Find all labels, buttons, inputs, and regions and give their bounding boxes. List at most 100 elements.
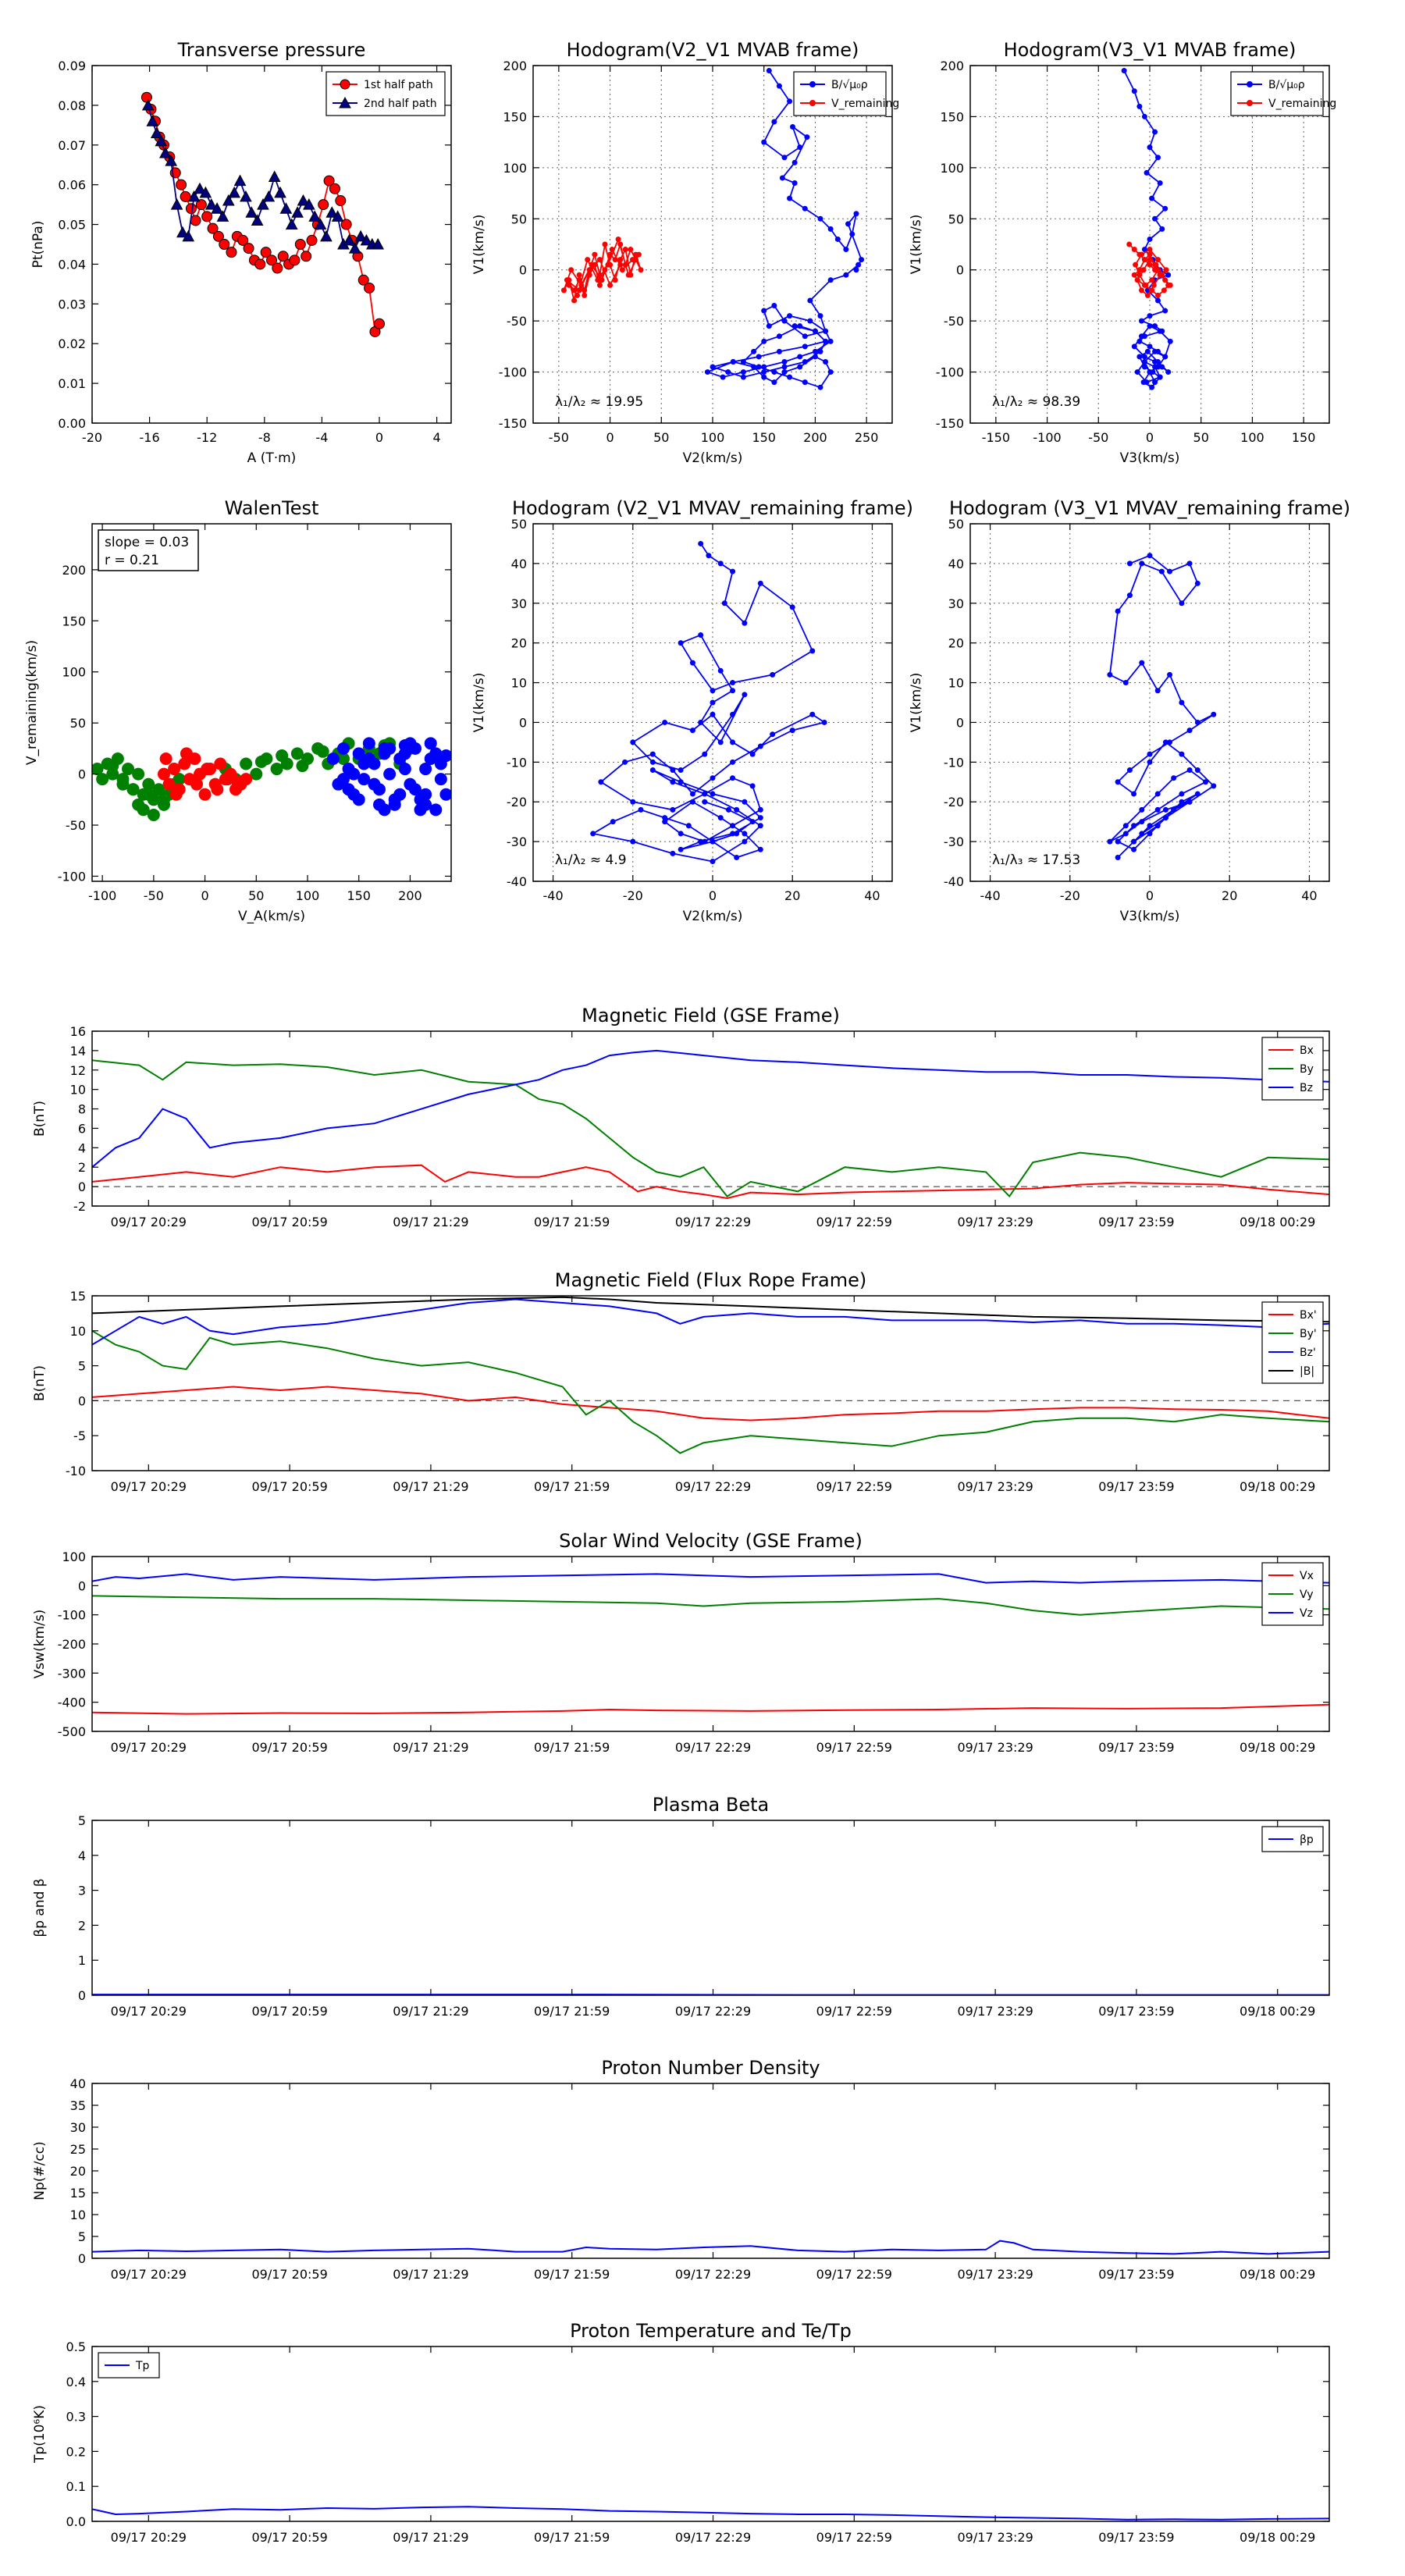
- data-point: [717, 815, 724, 821]
- x-tick-label: 09/17 21:59: [534, 2267, 610, 2282]
- data-point: [1186, 728, 1193, 734]
- y-tick-label: 10: [70, 1083, 86, 1098]
- chart-title: Transverse pressure: [177, 39, 366, 61]
- y-tick-label: 200: [62, 563, 86, 578]
- data-point: [1162, 205, 1168, 212]
- data-point: [781, 364, 788, 370]
- data-point: [702, 799, 708, 805]
- data-point: [342, 783, 355, 796]
- data-point: [612, 257, 618, 263]
- y-tick-label: 4: [78, 1140, 86, 1155]
- data-point: [1141, 113, 1147, 119]
- data-point: [761, 338, 767, 344]
- x-tick-label: 09/17 21:29: [393, 2530, 468, 2545]
- data-point: [1162, 277, 1168, 283]
- data-point: [1149, 287, 1155, 294]
- data-point: [802, 333, 808, 340]
- x-tick-label: -40: [542, 888, 563, 903]
- chart-h3: -40 -20 0 20 40 -40 -30 -20 -10 0 10 20 30 40 50Hodogr…: [471, 497, 913, 924]
- legend: Tp: [98, 2352, 160, 2379]
- data-point: [245, 206, 258, 218]
- data-point: [434, 773, 447, 786]
- data-point: [742, 799, 748, 805]
- data-point: [730, 358, 736, 365]
- data-point: [279, 202, 293, 214]
- y-tick-label: 0.02: [58, 336, 86, 351]
- data-point: [320, 229, 333, 242]
- data-point: [779, 175, 785, 181]
- data-point: [158, 767, 170, 781]
- data-point: [1203, 779, 1209, 785]
- data-point: [294, 239, 306, 250]
- data-point: [237, 234, 249, 246]
- data-point: [362, 737, 375, 750]
- data-point: [1147, 823, 1153, 829]
- y-tick-label: -100: [499, 365, 527, 380]
- data-point: [1179, 799, 1185, 805]
- data-point: [596, 282, 603, 288]
- x-tick-label: -50: [144, 888, 164, 903]
- legend: B/√μ₀ρ V_remaining: [1230, 71, 1336, 116]
- data-point: [576, 287, 582, 294]
- data-point: [1149, 384, 1155, 390]
- y-tick-label: 30: [70, 2120, 86, 2135]
- data-point: [1139, 660, 1145, 666]
- data-point: [649, 767, 656, 774]
- legend-box: [1230, 71, 1324, 116]
- data-point: [219, 239, 230, 250]
- data-point: [812, 354, 818, 360]
- data-point: [757, 743, 763, 749]
- data-point: [1157, 180, 1163, 186]
- data-point: [845, 221, 851, 227]
- chart-title: Hodogram(V2_V1 MVAB frame): [567, 39, 859, 61]
- y-tick-label: 20: [70, 2164, 86, 2179]
- data-point: [207, 222, 219, 234]
- data-point: [1147, 247, 1153, 253]
- data-point: [1136, 267, 1143, 273]
- legend-label: Bx': [1300, 1309, 1317, 1322]
- y-axis-label: V_remaining(km/s): [24, 640, 40, 765]
- plot-frame: [91, 523, 452, 882]
- data-point: [1138, 333, 1144, 340]
- data-point: [1144, 169, 1150, 176]
- data-point: [787, 313, 793, 319]
- x-tick-label: 150: [347, 888, 371, 903]
- data-point: [1161, 287, 1167, 294]
- y-tick-label: 100: [62, 665, 86, 680]
- data-point: [1131, 247, 1137, 253]
- data-point: [132, 767, 145, 781]
- y-tick-label: 8: [78, 1102, 86, 1117]
- y-tick-label: -200: [58, 1637, 86, 1652]
- data-point: [730, 831, 736, 837]
- y-axis-label: B(nT): [32, 1101, 48, 1137]
- data-point: [176, 226, 189, 238]
- data-point: [331, 210, 344, 222]
- data-point: [1115, 854, 1121, 860]
- data-point: [807, 318, 813, 324]
- data-point: [221, 773, 234, 786]
- data-point: [347, 767, 361, 781]
- data-point: [424, 737, 437, 750]
- y-tick-label: -100: [58, 1608, 86, 1623]
- x-tick-label: 150: [1292, 430, 1316, 445]
- series-line: [92, 2506, 1329, 2521]
- x-tick-label: 09/17 21:29: [393, 1740, 468, 1755]
- legend-marker: [339, 96, 351, 109]
- data-point: [106, 760, 119, 773]
- y-tick-label: -100: [936, 365, 964, 380]
- y-tick-label: -30: [944, 834, 964, 849]
- y-tick-label: 100: [940, 161, 964, 176]
- x-tick-label: 09/17 21:59: [534, 1479, 610, 1494]
- data-point: [1155, 297, 1161, 304]
- data-point: [155, 134, 168, 147]
- data-point: [1167, 739, 1173, 745]
- x-tick-label: 100: [1240, 430, 1264, 445]
- data-point: [1136, 338, 1143, 344]
- y-tick-label: 15: [70, 1289, 86, 1304]
- data-point: [1126, 560, 1133, 567]
- data-point: [742, 838, 748, 845]
- data-point: [776, 83, 782, 89]
- data-point: [791, 159, 798, 165]
- x-tick-label: 09/17 20:59: [251, 1740, 327, 1755]
